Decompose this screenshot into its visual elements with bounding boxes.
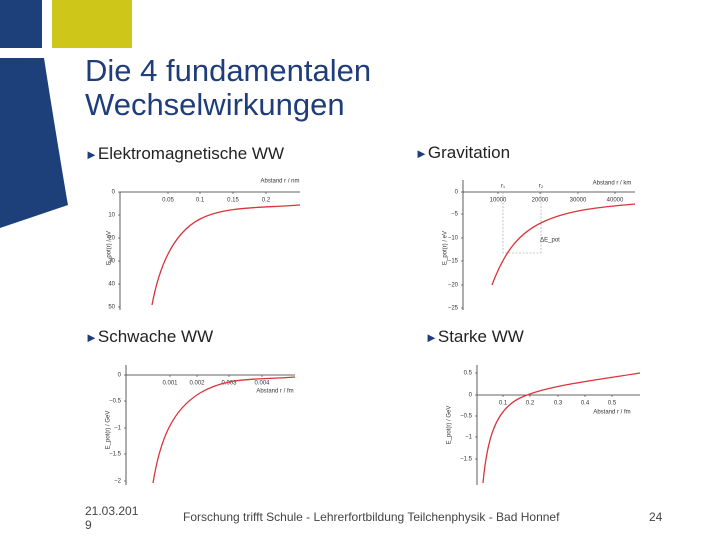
x-tick-label: 0.5 [608,401,617,407]
x-tick-label: 0.3 [554,401,563,407]
x-tick-label: 0.004 [254,381,270,387]
y-tick-label: 50 [108,305,115,311]
y-tick-label: −20 [448,283,459,289]
annotation: ΔE_pot [540,238,560,244]
title-line: Wechselwirkungen [85,87,345,122]
y-tick-label: −5 [451,212,459,218]
y-axis-label: E_pot(r) / eV [107,231,113,265]
y-axis-label: E_pot(r) / eV [443,231,449,265]
x-tick-label: 0.2 [262,198,271,204]
y-tick-label: −15 [448,259,459,265]
y-tick-label: 20 [108,236,115,242]
plots: 0.05 0.1 0.15 0.2 0 10 20 30 40 50 Abstand r / nm E… [106,179,641,485]
y-tick-label: 0 [455,190,459,196]
y-tick-label: 0 [112,190,116,196]
title: Die 4 fundamentalen Wechselwirkungen [85,54,371,122]
x-axis-label: Abstand r / fm [593,410,630,416]
curve [151,204,301,306]
y-tick-label: −10 [448,236,459,242]
heading: Gravitation [415,143,510,163]
logo-band [0,58,68,228]
x-axis-label: Abstand r / nm [260,179,299,185]
y-tick-label: −0.5 [460,414,473,420]
x-tick-label: 10000 [490,198,507,204]
y-tick-label: 40 [108,282,115,288]
x-tick-label: 0.2 [526,401,535,407]
x-axis-label: Abstand r / fm [256,389,293,395]
x-tick-label: 0.1 [196,198,205,204]
y-axis-label: E_pot(r) / GeV [447,406,453,445]
y-tick-label: −1.5 [460,457,473,463]
curve [491,203,636,286]
x-tick-label: 0.15 [227,198,239,204]
y-tick-label: 30 [108,259,115,265]
y-tick-label: −2 [114,479,122,485]
annotation: r₁ [501,184,505,190]
x-tick-label: 40000 [607,198,624,204]
y-tick-label: −1 [465,435,473,441]
x-tick-label: 30000 [570,198,587,204]
curve [152,376,296,484]
y-tick-label: 0 [118,373,122,379]
y-tick-label: −0.5 [109,399,122,405]
logo-block [0,0,42,48]
y-tick-label: −1.5 [109,452,122,458]
x-tick-label: 0.1 [499,401,508,407]
heading: Schwache WW [85,327,213,347]
y-axis-label: E_pot(r) / GeV [106,411,112,450]
page-number: 24 [649,510,663,524]
footer-text: Forschung trifft Schule - Lehrerfortbild… [183,510,560,524]
x-tick-label: 0.4 [581,401,590,407]
x-tick-label: 20000 [532,198,549,204]
y-tick-label: −25 [448,306,459,312]
x-tick-label: 0.001 [162,381,178,387]
heading: Starke WW [425,327,524,347]
x-tick-label: 0.002 [189,381,205,387]
curve [482,372,641,484]
annotation: r₂ [539,184,544,190]
x-tick-label: 0.003 [221,381,237,387]
y-tick-label: −1 [114,426,122,432]
y-tick-label: 0.5 [464,371,473,377]
guide-lines [502,192,542,254]
y-tick-label: 10 [108,213,115,219]
footer-date: 21.03.2019 [85,504,139,532]
x-tick-label: 0.05 [162,198,174,204]
logo-block-yellow [52,0,132,48]
x-axis-label: Abstand r / km [593,181,632,187]
y-tick-label: 0 [469,393,473,399]
title-line: Die 4 fundamentalen [85,53,372,88]
heading: Elektromagnetische WW [85,144,284,164]
